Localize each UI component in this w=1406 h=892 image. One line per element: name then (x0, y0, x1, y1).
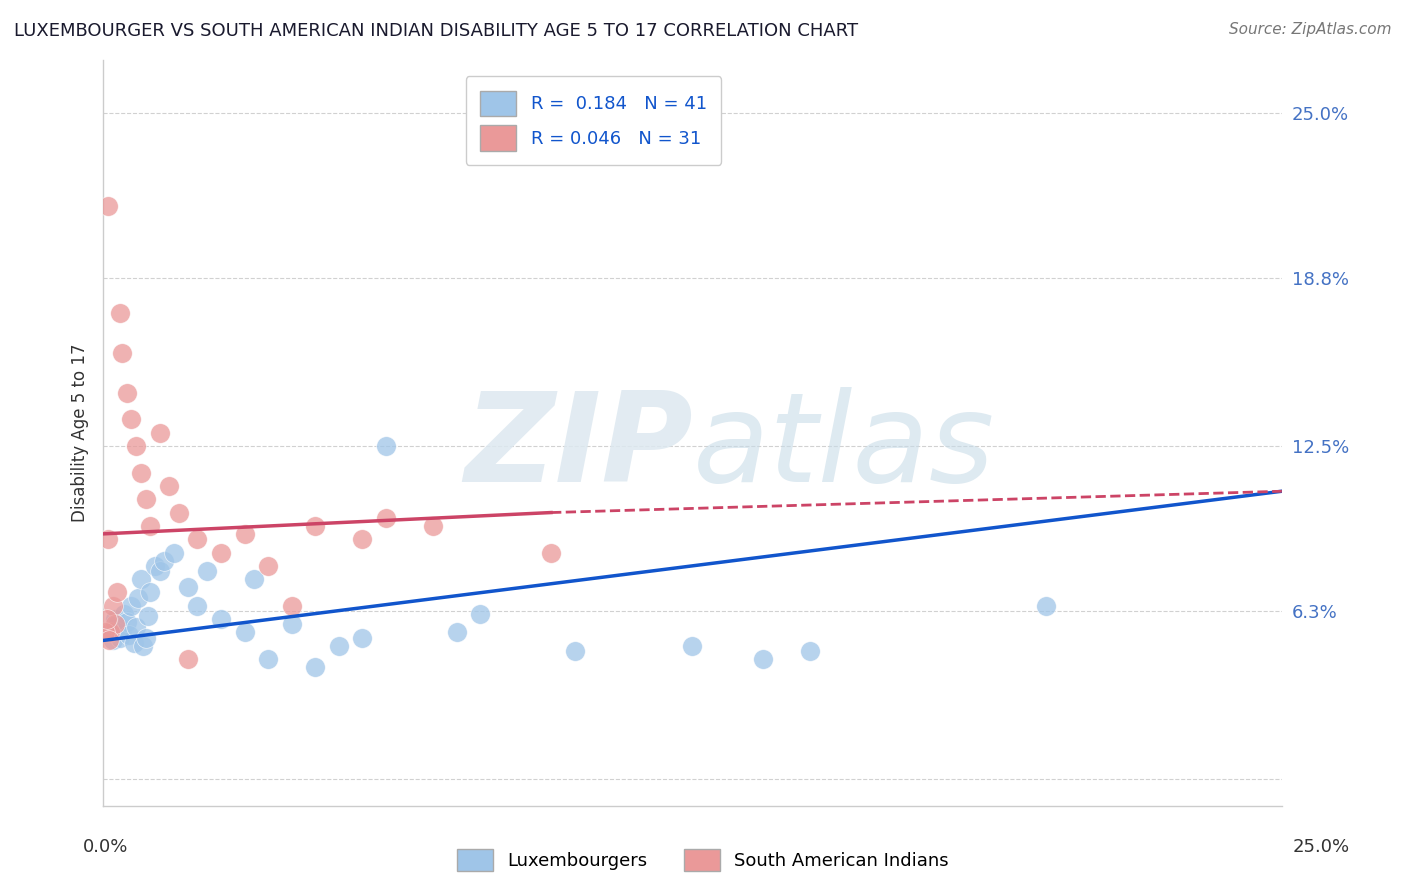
Point (540, 545, 562, 559)
Point (167, 506, 190, 520)
Point (352, 532, 374, 546)
Point (112, 607, 135, 621)
Point (177, 652, 200, 666)
Point (135, 492, 157, 507)
Point (108, 306, 131, 320)
Point (153, 553, 176, 567)
Point (752, 652, 775, 666)
Text: 25.0%: 25.0% (1294, 838, 1350, 856)
Point (328, 639, 350, 653)
Point (422, 519, 444, 533)
Point (135, 631, 157, 645)
Point (97, 633, 120, 648)
Point (98, 625, 121, 640)
Point (105, 585, 128, 599)
Point (136, 609, 159, 624)
Point (682, 639, 704, 653)
Legend: Luxembourgers, South American Indians: Luxembourgers, South American Indians (450, 842, 956, 879)
Text: Source: ZipAtlas.com: Source: ZipAtlas.com (1229, 22, 1392, 37)
Point (564, 644, 586, 658)
Point (233, 625, 256, 640)
Point (195, 564, 218, 578)
Point (139, 585, 162, 599)
Point (186, 532, 208, 546)
Point (375, 439, 398, 453)
Point (1035, 599, 1057, 613)
Point (233, 527, 256, 541)
Point (446, 625, 468, 640)
Point (125, 439, 148, 453)
Point (243, 572, 266, 586)
Point (132, 639, 155, 653)
Point (127, 591, 149, 605)
Point (120, 412, 142, 426)
Point (149, 425, 172, 440)
Point (257, 558, 280, 573)
Point (304, 660, 326, 674)
Point (94, 625, 117, 640)
Point (280, 617, 302, 632)
Point (105, 617, 128, 632)
Text: ZIP: ZIP (464, 387, 693, 508)
Point (177, 580, 200, 594)
Point (186, 599, 208, 613)
Point (104, 617, 127, 632)
Point (209, 612, 232, 626)
Point (96, 612, 118, 626)
Point (139, 519, 162, 533)
Point (98, 625, 121, 640)
Point (120, 599, 142, 613)
Point (115, 615, 138, 629)
Point (157, 479, 180, 493)
Point (125, 620, 148, 634)
Point (101, 599, 124, 613)
Point (257, 652, 280, 666)
Point (115, 385, 138, 400)
Point (304, 519, 326, 533)
Point (111, 623, 134, 637)
Text: atlas: atlas (693, 387, 994, 508)
Point (352, 631, 374, 645)
Legend: R =  0.184   N = 41, R = 0.046   N = 31: R = 0.184 N = 41, R = 0.046 N = 31 (465, 76, 721, 165)
Point (470, 607, 492, 621)
Point (97, 532, 120, 546)
Point (209, 545, 232, 559)
Point (108, 631, 131, 645)
Point (375, 511, 398, 525)
Point (129, 572, 152, 586)
Point (143, 558, 166, 573)
Point (97, 199, 120, 213)
Point (149, 564, 172, 578)
Point (104, 612, 127, 626)
Text: 0.0%: 0.0% (83, 838, 128, 856)
Text: LUXEMBOURGER VS SOUTH AMERICAN INDIAN DISABILITY AGE 5 TO 17 CORRELATION CHART: LUXEMBOURGER VS SOUTH AMERICAN INDIAN DI… (14, 22, 858, 40)
Point (129, 466, 152, 480)
Point (101, 633, 124, 648)
Y-axis label: Disability Age 5 to 17: Disability Age 5 to 17 (72, 343, 89, 522)
Point (163, 545, 186, 559)
Point (111, 345, 134, 359)
Point (118, 628, 141, 642)
Point (122, 636, 145, 650)
Point (280, 599, 302, 613)
Point (799, 644, 821, 658)
